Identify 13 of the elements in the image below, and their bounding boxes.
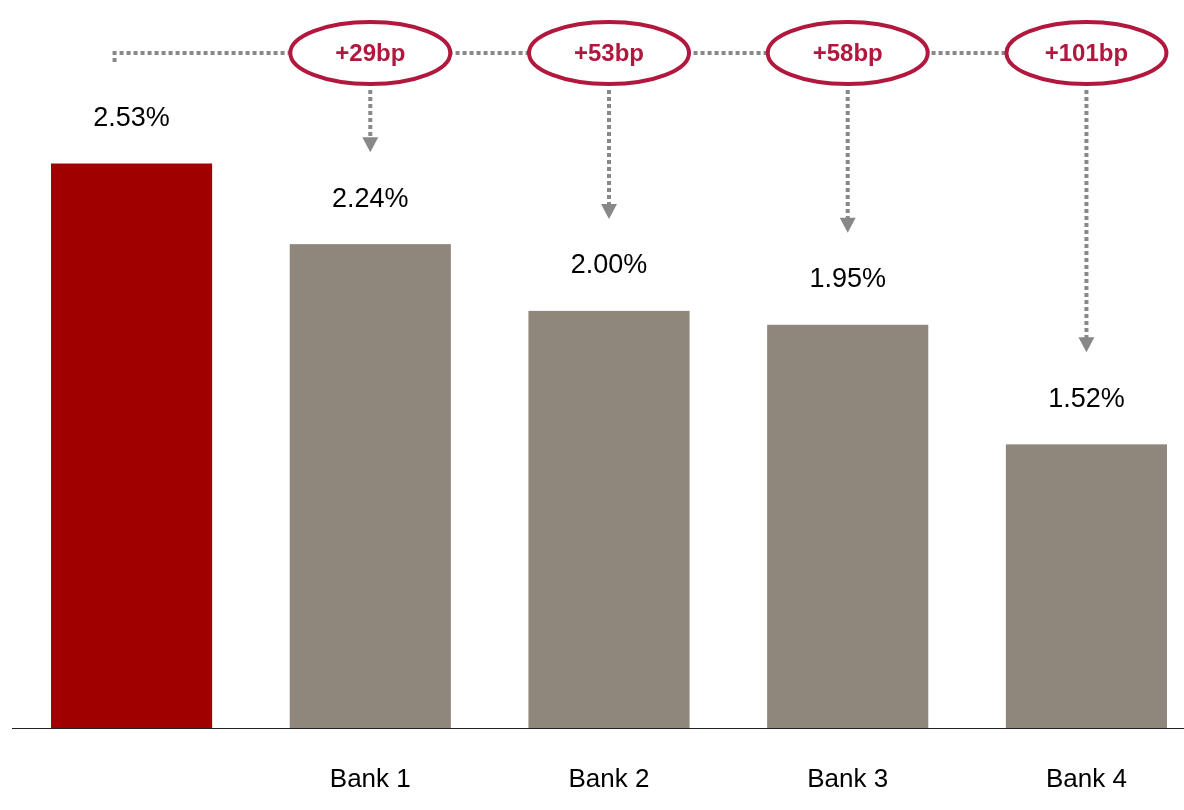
x-tick-label: Bank 2 — [568, 763, 650, 794]
annotation: +29bp — [335, 39, 406, 67]
data-label: 2.24% — [332, 182, 409, 213]
x-tick-label: Bank 3 — [807, 763, 889, 794]
data-label: 1.52% — [1048, 382, 1125, 413]
data-label: 2.53% — [93, 101, 170, 132]
x-tick-label: Bank 4 — [1045, 763, 1127, 794]
annotation: +58bp — [812, 39, 883, 67]
x-tick-label: Bank 1 — [329, 763, 411, 794]
data-label: 2.00% — [570, 249, 648, 280]
annotation: +53bp — [573, 39, 645, 67]
annotation: +101bp — [1044, 39, 1129, 67]
data-label: 1.95% — [809, 263, 886, 294]
